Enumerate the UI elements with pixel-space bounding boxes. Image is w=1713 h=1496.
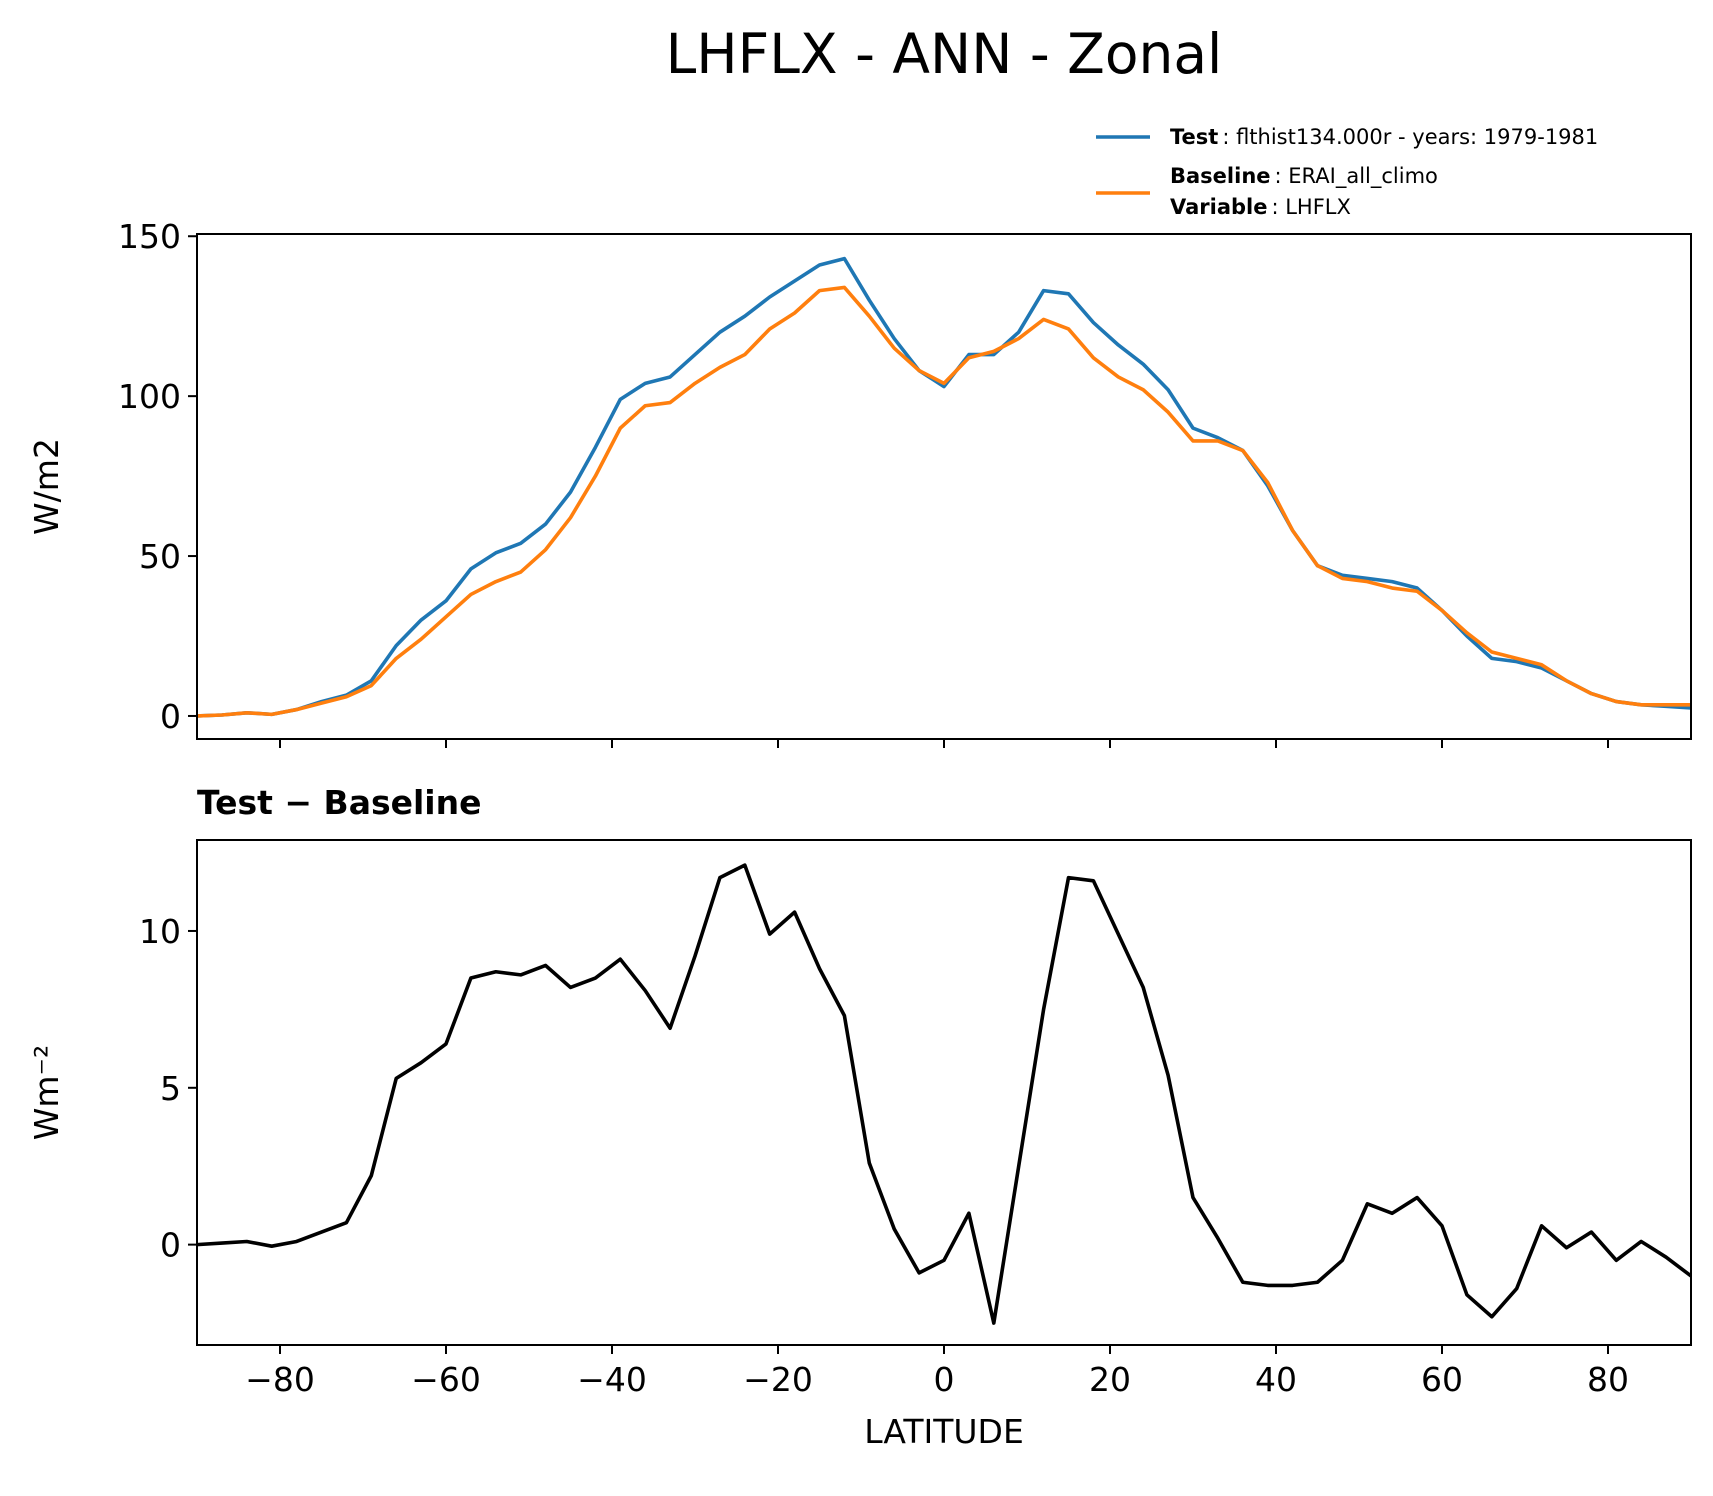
panel-title: Test − Baseline xyxy=(197,783,482,822)
y-tick-label: 50 xyxy=(139,537,181,576)
legend-name: Test xyxy=(1170,125,1218,149)
x-tick-label: 60 xyxy=(1421,1360,1463,1399)
y-tick-label: 10 xyxy=(139,912,181,951)
y-tick-label: 0 xyxy=(160,1226,181,1265)
series-line xyxy=(196,256,1692,718)
x-tick-label: 20 xyxy=(1089,1360,1131,1399)
legend-detail: : LHFLX xyxy=(1271,195,1350,219)
y-tick-label: 0 xyxy=(160,697,181,736)
x-tick-label: −20 xyxy=(743,1360,813,1399)
y-axis-label: Wm⁻² xyxy=(27,1045,66,1140)
figure-title: LHFLX - ANN - Zonal xyxy=(666,22,1223,86)
x-tick-label: −60 xyxy=(411,1360,481,1399)
legend-detail: : ERAI_all_climo xyxy=(1275,164,1438,189)
legend-name: Baseline xyxy=(1170,164,1271,188)
plot-frame xyxy=(196,233,1692,740)
x-axis-label: LATITUDE xyxy=(864,1412,1024,1451)
legend-name: Variable xyxy=(1170,195,1267,219)
x-tick-label: −40 xyxy=(577,1360,647,1399)
series-line xyxy=(196,285,1691,718)
series-line xyxy=(196,863,1693,1325)
y-tick-label: 150 xyxy=(118,217,181,256)
x-tick-label: 80 xyxy=(1587,1360,1629,1399)
legend-entry: Baseline: ERAI_all_climo xyxy=(1170,164,1438,189)
legend-detail: : flthist134.000r - years: 1979-1981 xyxy=(1222,125,1598,149)
y-tick-label: 100 xyxy=(118,377,181,416)
x-tick-label: −80 xyxy=(245,1360,315,1399)
plot-frame xyxy=(196,839,1692,1346)
y-axis-label: W/m2 xyxy=(27,438,66,535)
legend-entry: Variable: LHFLX xyxy=(1170,195,1351,219)
x-tick-label: 0 xyxy=(934,1360,955,1399)
x-tick-label: 40 xyxy=(1255,1360,1297,1399)
legend-entry: Test: flthist134.000r - years: 1979-1981 xyxy=(1170,125,1598,149)
y-tick-label: 5 xyxy=(160,1069,181,1108)
